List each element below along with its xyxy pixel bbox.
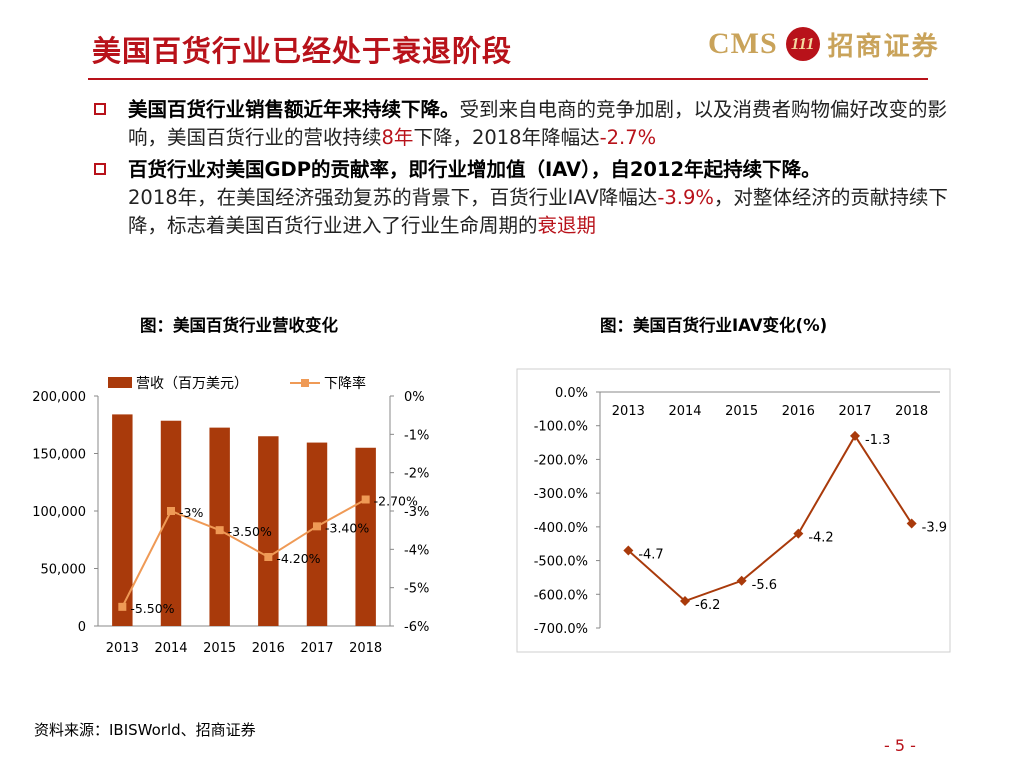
- x-tick-label: 2016: [252, 641, 285, 656]
- right-tick-label: 0%: [404, 390, 425, 405]
- decline-rate-label: -3%: [179, 505, 203, 520]
- iav-line: [627, 433, 913, 603]
- right-tick-label: -5%: [404, 582, 429, 597]
- logo-chinese-name: 招商证券: [827, 31, 940, 62]
- legend-line-label: 下降率: [324, 375, 366, 392]
- right-tick-label: -4%: [404, 543, 429, 558]
- y-tick-label: -100.0%: [534, 420, 588, 435]
- x-tick-label: 2014: [668, 404, 701, 419]
- decline-rate-line: [121, 498, 367, 608]
- decline-rate-label: -2.70%: [374, 494, 418, 509]
- bullet-text: 2018年，在美国经济强劲复苏的背景下，百货行业IAV降幅达: [128, 186, 658, 209]
- iav-point: [906, 518, 917, 529]
- x-tick-label: 2013: [612, 404, 645, 419]
- bullet-heading: 美国百货行业销售额近年来持续下降。: [128, 98, 460, 121]
- bullet-highlight: -3.9%: [657, 186, 714, 209]
- decline-rate-label: -4.20%: [276, 551, 320, 566]
- decline-rate-label: -3.40%: [325, 520, 369, 535]
- x-tick-label: 2014: [154, 641, 187, 656]
- decline-rate-point: [215, 526, 224, 535]
- x-tick-label: 2017: [838, 404, 871, 419]
- iav-point: [736, 575, 747, 586]
- decline-rate-point: [167, 507, 175, 515]
- left-chart-title: 图：美国百货行业营收变化: [140, 316, 338, 335]
- y-tick-label: -600.0%: [534, 588, 588, 603]
- source-note: 资料来源：IBISWorld、招商证券: [34, 721, 256, 739]
- company-logo: CMS 111 招商证券: [708, 24, 940, 64]
- revenue-bar: [258, 436, 279, 626]
- x-tick-label: 2018: [349, 641, 382, 656]
- bullet-list: 美国百货行业销售额近年来持续下降。受到来自电商的竞争加剧，以及消费者购物偏好改变…: [92, 96, 962, 244]
- bullet-highlight: 衰退期: [537, 214, 597, 237]
- decline-rate-point: [118, 602, 127, 611]
- x-tick-label: 2016: [782, 404, 815, 419]
- title-divider: [88, 78, 928, 80]
- y-tick-label: -500.0%: [534, 555, 588, 570]
- iav-data-label: -4.7: [638, 547, 663, 562]
- right-tick-label: -1%: [404, 428, 429, 443]
- x-tick-label: 2015: [725, 404, 758, 419]
- left-tick-label: 100,000: [32, 505, 86, 520]
- right-tick-label: -2%: [404, 467, 429, 482]
- left-tick-label: 50,000: [41, 563, 87, 578]
- chart-border: [516, 368, 951, 653]
- decline-rate-label: -3.50%: [228, 524, 272, 539]
- left-tick-label: 200,000: [32, 390, 86, 405]
- iav-point: [793, 528, 804, 539]
- y-tick-label: -400.0%: [534, 521, 588, 536]
- legend-line-marker: [301, 379, 309, 387]
- iav-data-label: -5.6: [752, 578, 777, 593]
- y-tick-label: -300.0%: [534, 487, 588, 502]
- left-tick-label: 0: [78, 620, 86, 635]
- bullet-item: 美国百货行业销售额近年来持续下降。受到来自电商的竞争加剧，以及消费者购物偏好改变…: [92, 96, 962, 152]
- iav-chart: 0.0% -100.0% -200.0% -300.0% -400.0% -500.0% -…: [516, 368, 951, 653]
- bullet-highlight: 8年: [381, 126, 414, 149]
- page-title: 美国百货行业已经处于衰退阶段: [92, 34, 513, 68]
- iav-point: [850, 430, 860, 441]
- x-tick-label: 2013: [106, 641, 139, 656]
- decline-rate-point: [264, 553, 273, 561]
- logo-text: CMS: [708, 27, 778, 60]
- decline-rate-point: [361, 495, 370, 504]
- y-tick-label: -700.0%: [534, 622, 588, 637]
- iav-data-label: -4.2: [808, 531, 833, 546]
- iav-data-label: -6.2: [695, 598, 720, 613]
- page-number: - 5 -: [884, 736, 916, 755]
- decline-rate-point: [313, 522, 321, 531]
- iav-data-label: -3.9: [922, 520, 947, 535]
- iav-point: [623, 545, 634, 556]
- x-tick-label: 2018: [895, 404, 928, 419]
- right-tick-label: -3%: [404, 505, 429, 520]
- x-tick-label: 2015: [203, 641, 236, 656]
- x-tick-label: 2017: [300, 641, 333, 656]
- iav-data-label: -1.3: [865, 433, 890, 448]
- checkbox-bullet-icon: [94, 103, 106, 115]
- legend-bar-swatch: [108, 377, 132, 388]
- y-tick-label: -200.0%: [534, 453, 588, 468]
- right-tick-label: -6%: [404, 620, 429, 635]
- bullet-item: 百货行业对美国GDP的贡献率，即行业增加值（IAV），自2012年起持续下降。 2…: [92, 156, 962, 240]
- bullet-text: 受到来自电商的竞争加剧，以及消费者购物偏好改变的影响，美国百货行业的营收持续: [128, 98, 948, 149]
- legend-bar-label: 营收（百万美元）: [136, 376, 248, 392]
- revenue-bar: [160, 420, 182, 626]
- revenue-bar: [355, 447, 376, 626]
- revenue-bar: [306, 442, 328, 626]
- revenue-bar: [112, 414, 133, 626]
- bullet-text: ，对整体经济的贡献持续下降，标志着美国百货行业进入了行业生命周期的: [128, 186, 948, 237]
- iav-point: [680, 596, 690, 607]
- right-chart-title: 图：美国百货行业IAV变化(%): [600, 316, 828, 335]
- decline-rate-label: -5.50%: [130, 601, 174, 616]
- bullet-highlight: -2.7%: [599, 126, 657, 149]
- revenue-chart: 0 50,000 100,000 150,000 200,000 -6% -5% -4% -3%…: [32, 375, 429, 656]
- bullet-text: 下降，2018年降幅达: [413, 126, 600, 149]
- checkbox-bullet-icon: [94, 163, 106, 175]
- bullet-heading: 百货行业对美国GDP的贡献率，即行业增加值（IAV），自2012年起持续下降。: [128, 158, 821, 181]
- logo-badge-icon: 111: [785, 27, 820, 61]
- y-tick-label: 0.0%: [555, 386, 588, 401]
- left-tick-label: 150,000: [32, 448, 86, 463]
